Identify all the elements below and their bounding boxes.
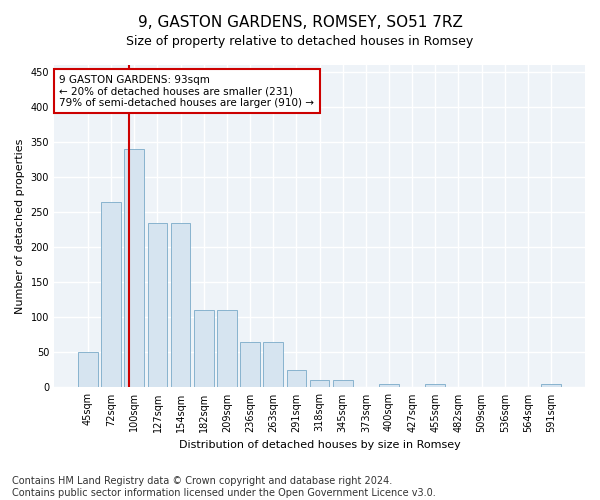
Bar bbox=[263, 342, 283, 388]
Bar bbox=[333, 380, 353, 388]
Bar bbox=[310, 380, 329, 388]
Bar bbox=[194, 310, 214, 388]
Text: 9, GASTON GARDENS, ROMSEY, SO51 7RZ: 9, GASTON GARDENS, ROMSEY, SO51 7RZ bbox=[137, 15, 463, 30]
Bar bbox=[124, 149, 144, 388]
Bar bbox=[541, 384, 561, 388]
Text: Size of property relative to detached houses in Romsey: Size of property relative to detached ho… bbox=[127, 35, 473, 48]
Bar bbox=[101, 202, 121, 388]
Bar bbox=[240, 342, 260, 388]
Text: 9 GASTON GARDENS: 93sqm
← 20% of detached houses are smaller (231)
79% of semi-d: 9 GASTON GARDENS: 93sqm ← 20% of detache… bbox=[59, 74, 314, 108]
Text: Contains HM Land Registry data © Crown copyright and database right 2024.
Contai: Contains HM Land Registry data © Crown c… bbox=[12, 476, 436, 498]
Bar bbox=[287, 370, 306, 388]
Bar bbox=[78, 352, 98, 388]
Bar bbox=[148, 222, 167, 388]
Y-axis label: Number of detached properties: Number of detached properties bbox=[15, 138, 25, 314]
Bar bbox=[425, 384, 445, 388]
Bar bbox=[171, 222, 190, 388]
Bar bbox=[379, 384, 399, 388]
Bar bbox=[217, 310, 237, 388]
X-axis label: Distribution of detached houses by size in Romsey: Distribution of detached houses by size … bbox=[179, 440, 460, 450]
